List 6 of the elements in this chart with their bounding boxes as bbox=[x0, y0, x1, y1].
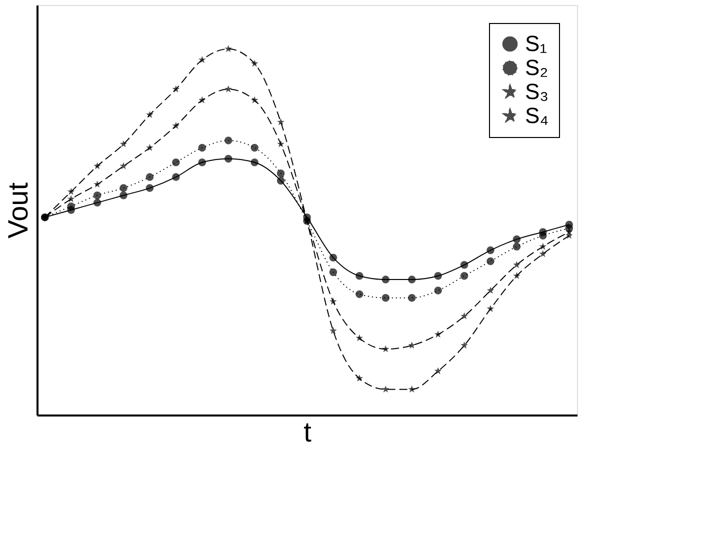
legend-label: S₄ bbox=[525, 103, 549, 128]
legend-label: S₃ bbox=[525, 79, 549, 104]
x-axis-title: t bbox=[304, 416, 312, 448]
legend-label: S₂ bbox=[525, 55, 548, 80]
y-axis-title: Vout bbox=[2, 182, 34, 239]
legend-label: S₁ bbox=[525, 31, 548, 56]
